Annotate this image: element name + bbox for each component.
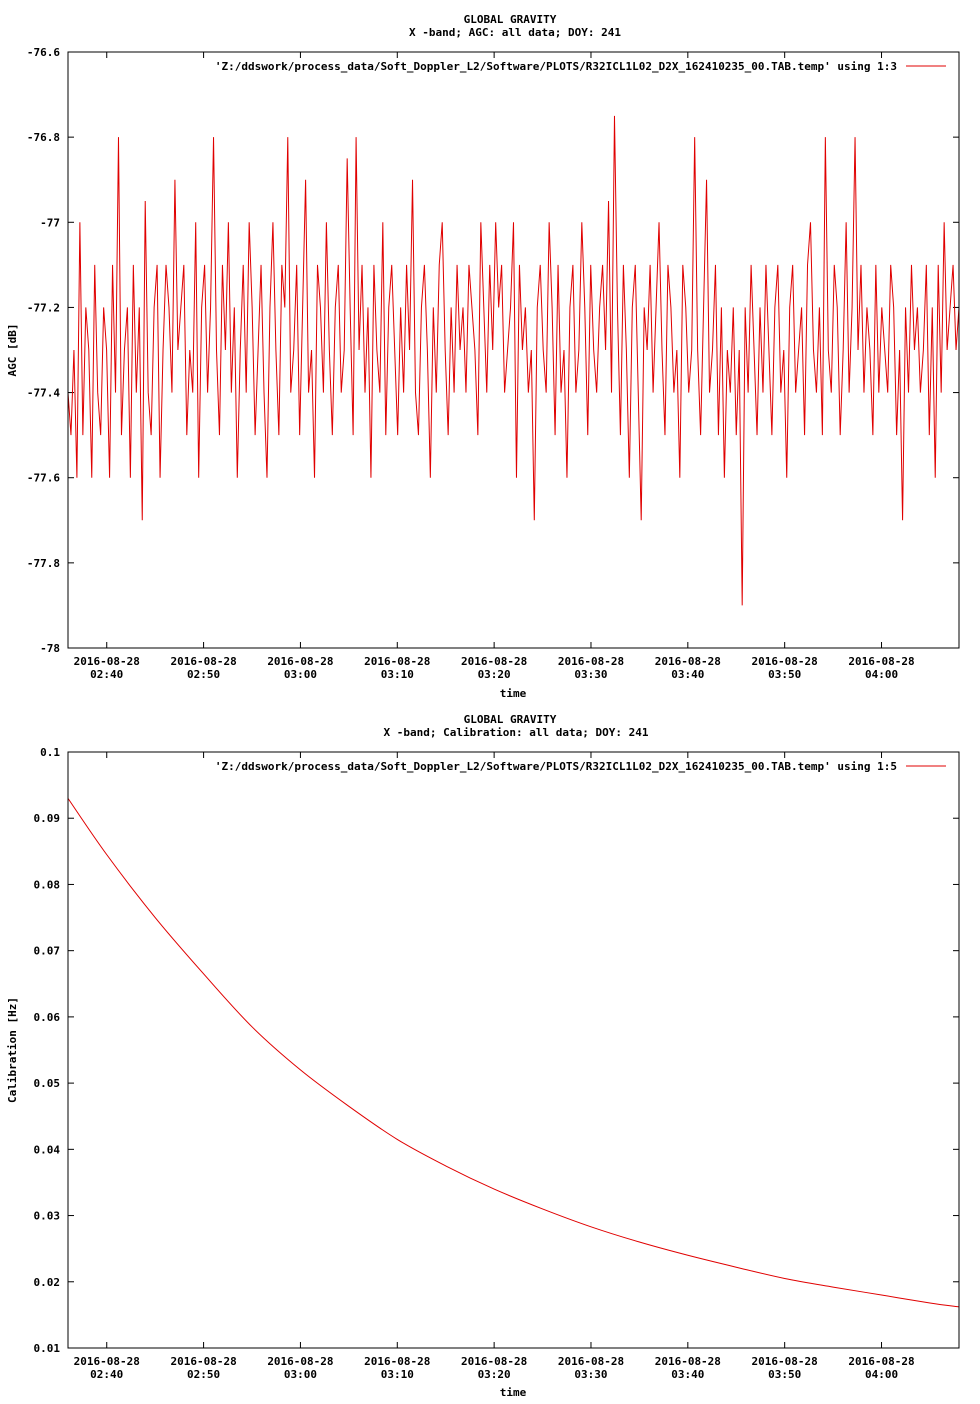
x-tick-time: 02:50 [187, 1368, 220, 1381]
y-tick-label: 0.01 [34, 1342, 61, 1355]
x-tick-date: 2016-08-28 [74, 1355, 140, 1368]
legend-label: 'Z:/ddswork/process_data/Soft_Doppler_L2… [215, 60, 897, 73]
x-tick-time: 03:00 [284, 668, 317, 681]
y-tick-label: 0.03 [34, 1210, 61, 1223]
x-tick-time: 03:30 [574, 1368, 607, 1381]
legend-label: 'Z:/ddswork/process_data/Soft_Doppler_L2… [215, 760, 897, 773]
y-tick-label: -77.8 [27, 557, 60, 570]
x-tick-date: 2016-08-28 [752, 655, 818, 668]
x-tick-date: 2016-08-28 [655, 655, 721, 668]
plot-frame [67, 751, 960, 1349]
chart-title: GLOBAL GRAVITY [464, 13, 557, 26]
x-tick-time: 03:10 [381, 1368, 414, 1381]
x-tick-date: 2016-08-28 [170, 1355, 236, 1368]
x-tick-date: 2016-08-28 [461, 1355, 527, 1368]
x-tick-time: 03:50 [768, 1368, 801, 1381]
x-tick-date: 2016-08-28 [364, 1355, 430, 1368]
y-tick-label: -77.6 [27, 472, 60, 485]
chart-subtitle: X -band; AGC: all data; DOY: 241 [409, 26, 621, 39]
series-line [67, 115, 960, 606]
x-tick-time: 03:30 [574, 668, 607, 681]
chart-title: GLOBAL GRAVITY [464, 713, 557, 726]
x-tick-date: 2016-08-28 [364, 655, 430, 668]
y-tick-label: -76.8 [27, 131, 60, 144]
y-tick-label: -77.2 [27, 301, 60, 314]
x-tick-time: 04:00 [865, 668, 898, 681]
chart-subtitle: X -band; Calibration: all data; DOY: 241 [384, 726, 649, 739]
x-tick-date: 2016-08-28 [558, 1355, 624, 1368]
chart-calibration: GLOBAL GRAVITY X -band; Calibration: all… [6, 713, 960, 1399]
y-tick-label: 0.02 [34, 1276, 61, 1289]
x-tick-date: 2016-08-28 [752, 1355, 818, 1368]
x-tick-time: 03:20 [478, 1368, 511, 1381]
x-tick-date: 2016-08-28 [655, 1355, 721, 1368]
x-tick-time: 03:40 [671, 668, 704, 681]
x-tick-date: 2016-08-28 [267, 655, 333, 668]
x-tick-time: 03:40 [671, 1368, 704, 1381]
y-tick-label: 0.09 [34, 812, 61, 825]
x-tick-time: 03:10 [381, 668, 414, 681]
x-tick-time: 02:50 [187, 668, 220, 681]
y-tick-label: 0.04 [34, 1143, 61, 1156]
x-tick-time: 02:40 [90, 668, 123, 681]
x-tick-time: 03:00 [284, 1368, 317, 1381]
y-tick-label: -78 [40, 642, 60, 655]
x-axis-label: time [500, 687, 527, 700]
x-tick-date: 2016-08-28 [848, 655, 914, 668]
x-tick-time: 03:50 [768, 668, 801, 681]
y-tick-label: -76.6 [27, 46, 60, 59]
y-tick-label: 0.08 [34, 878, 61, 891]
x-tick-date: 2016-08-28 [170, 655, 236, 668]
x-tick-time: 02:40 [90, 1368, 123, 1381]
y-tick-label: 0.06 [34, 1011, 61, 1024]
x-ticks: 2016-08-2802:402016-08-2802:502016-08-28… [74, 752, 915, 1381]
y-axis-label: AGC [dB] [6, 324, 19, 377]
x-tick-date: 2016-08-28 [461, 655, 527, 668]
y-tick-label: -77 [40, 216, 60, 229]
x-tick-date: 2016-08-28 [558, 655, 624, 668]
x-ticks: 2016-08-2802:402016-08-2802:502016-08-28… [74, 52, 915, 681]
y-axis-label: Calibration [Hz] [6, 997, 19, 1103]
y-tick-label: 0.07 [34, 945, 61, 958]
x-axis-label: time [500, 1386, 527, 1399]
y-ticks: 0.01 0.02 0.03 0.04 0.05 0.06 0.07 0.08 0.09 0.1 [34, 746, 959, 1355]
y-tick-label: 0.1 [40, 746, 60, 759]
x-tick-time: 03:20 [478, 668, 511, 681]
y-tick-label: 0.05 [34, 1077, 61, 1090]
x-tick-date: 2016-08-28 [267, 1355, 333, 1368]
y-tick-label: -77.4 [27, 387, 60, 400]
y-ticks: -78 -77.8 -77.6 -77.4 -77.2 -77 -76.8 -76.6 [27, 46, 959, 655]
series-line [67, 798, 960, 1308]
x-tick-date: 2016-08-28 [74, 655, 140, 668]
x-tick-time: 04:00 [865, 1368, 898, 1381]
x-tick-date: 2016-08-28 [848, 1355, 914, 1368]
chart-agc: GLOBAL GRAVITY X -band; AGC: all data; D… [6, 13, 960, 700]
plot-frame [67, 51, 960, 649]
